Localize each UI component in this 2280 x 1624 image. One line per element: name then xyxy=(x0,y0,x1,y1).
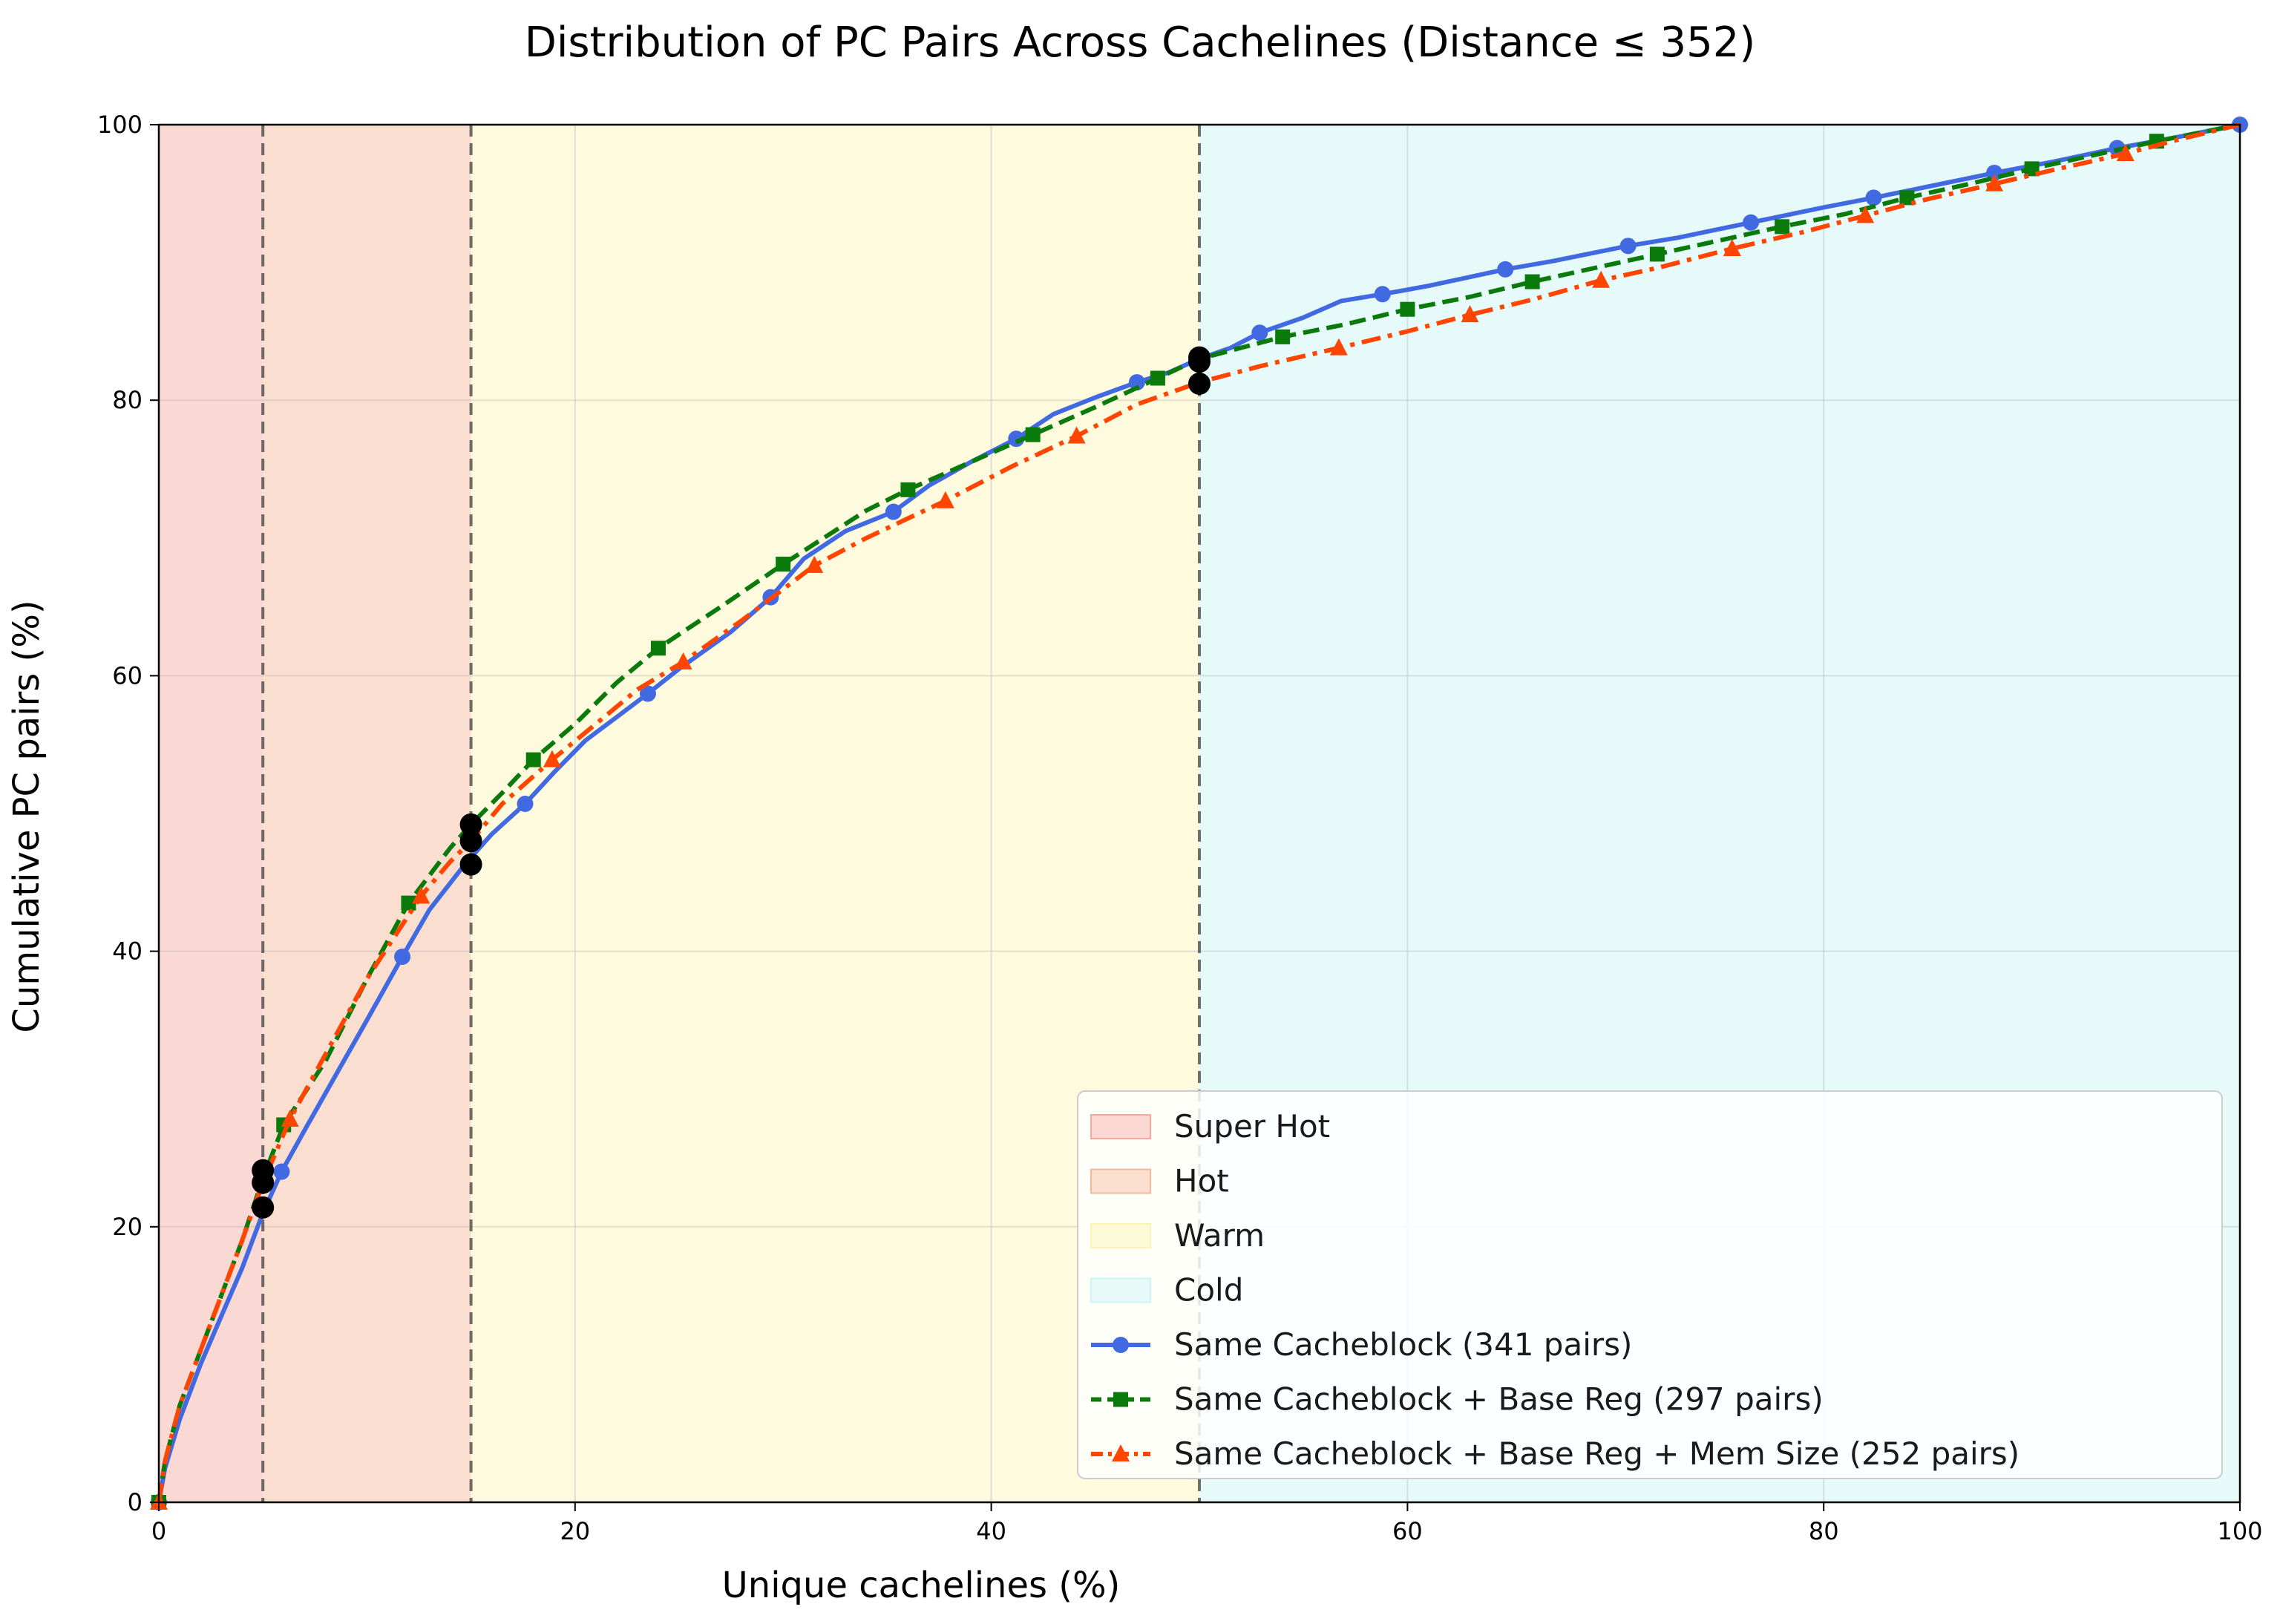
legend-entry: Same Cacheblock (341 pairs) xyxy=(1091,1326,1632,1363)
legend-label: Hot xyxy=(1174,1163,1229,1199)
data-point xyxy=(1025,427,1041,442)
data-point xyxy=(1524,274,1540,289)
data-point xyxy=(412,886,430,904)
data-point xyxy=(543,750,561,767)
data-point xyxy=(1743,214,1760,231)
legend-marker xyxy=(1113,1337,1129,1353)
data-point xyxy=(1329,338,1348,356)
y-tick-label: 0 xyxy=(128,1488,142,1516)
ticks-layer: 0 20 40 60 80 100 0 20 40 60 80 100 xyxy=(97,111,2263,1545)
x-tick-label: 100 xyxy=(2217,1517,2262,1545)
y-tick-label: 60 xyxy=(112,661,142,690)
legend-label: Same Cacheblock (341 pairs) xyxy=(1174,1326,1632,1363)
legend: Super Hot Hot Warm Cold Same Cacheblock (341… xyxy=(1077,1090,2223,1479)
data-point xyxy=(1374,286,1391,303)
data-point xyxy=(525,752,541,767)
data-point xyxy=(776,557,791,572)
legend-label: Cold xyxy=(1174,1272,1243,1309)
threshold-point xyxy=(1188,350,1211,373)
x-tick-label: 40 xyxy=(976,1517,1006,1545)
data-point xyxy=(1008,430,1025,448)
legend-entry: Warm xyxy=(1090,1217,1265,1254)
legend-label: Warm xyxy=(1174,1217,1265,1254)
data-point xyxy=(2116,143,2135,161)
data-point xyxy=(1400,301,1415,317)
legend-label: Same Cacheblock + Base Reg (297 pairs) xyxy=(1174,1381,1824,1418)
legend-label: Same Cacheblock + Base Reg + Mem Size (2… xyxy=(1174,1435,2019,1472)
legend-box xyxy=(1077,1090,2223,1479)
data-point xyxy=(650,641,666,656)
data-point xyxy=(1067,426,1086,444)
series-3 xyxy=(150,122,2241,1510)
x-tick-label: 60 xyxy=(1392,1517,1423,1545)
data-point xyxy=(1275,329,1291,344)
legend-swatch xyxy=(1090,1223,1151,1248)
data-point xyxy=(1251,324,1268,341)
threshold-point xyxy=(459,830,482,853)
chart-title: Distribution of PC Pairs Across Cachelin… xyxy=(525,19,1756,67)
data-point xyxy=(273,1163,290,1180)
threshold-point xyxy=(252,1171,275,1194)
threshold-point xyxy=(1188,372,1211,395)
data-point xyxy=(639,685,656,702)
data-point xyxy=(1150,370,1165,386)
data-point xyxy=(1856,206,1875,223)
data-point xyxy=(805,555,824,573)
threshold-point xyxy=(459,853,482,876)
legend-entry: Super Hot xyxy=(1090,1108,1330,1145)
data-point xyxy=(1985,174,2004,191)
data-point xyxy=(517,796,534,813)
y-axis-title: Cumulative PC pairs (%) xyxy=(6,600,48,1032)
data-point xyxy=(1619,238,1637,255)
x-axis-title: Unique cachelines (%) xyxy=(722,1565,1121,1606)
data-point xyxy=(1592,270,1611,288)
data-point xyxy=(1461,305,1479,323)
legend-swatch xyxy=(1090,1277,1151,1303)
legend-entry: Same Cacheblock + Base Reg (297 pairs) xyxy=(1091,1381,1824,1418)
data-point xyxy=(674,652,692,669)
legend-entry: Hot xyxy=(1090,1163,1229,1199)
region-super-hot xyxy=(159,125,263,1502)
x-tick-label: 20 xyxy=(560,1517,590,1545)
data-point xyxy=(1649,246,1665,262)
legend-marker xyxy=(1112,1444,1130,1461)
data-point xyxy=(1899,190,1915,206)
legend-entry: Same Cacheblock + Base Reg + Mem Size (2… xyxy=(1091,1435,2019,1472)
y-tick-label: 80 xyxy=(112,386,142,414)
threshold-point xyxy=(252,1196,275,1219)
data-point xyxy=(1775,219,1790,235)
data-point xyxy=(1723,239,1741,257)
y-tick-label: 100 xyxy=(97,111,142,139)
region-hot xyxy=(263,125,471,1502)
y-tick-label: 20 xyxy=(112,1213,142,1241)
data-point xyxy=(281,1110,299,1127)
threshold-layer xyxy=(252,346,1211,1219)
x-tick-label: 0 xyxy=(151,1517,166,1545)
data-point xyxy=(936,491,954,508)
x-tick-label: 80 xyxy=(1809,1517,1839,1545)
legend-swatch xyxy=(1090,1114,1151,1139)
threshold-point xyxy=(459,813,482,836)
data-point xyxy=(401,895,416,911)
series-line xyxy=(157,122,2241,1503)
legend-entry: Cold xyxy=(1090,1272,1243,1309)
data-point xyxy=(394,949,411,966)
series-layer xyxy=(150,117,2248,1510)
data-point xyxy=(1865,189,1882,206)
data-point xyxy=(885,503,902,520)
legend-label: Super Hot xyxy=(1174,1108,1330,1145)
data-point xyxy=(900,482,916,497)
y-tick-label: 40 xyxy=(112,937,142,966)
series-line xyxy=(157,122,2241,1503)
legend-marker xyxy=(1113,1392,1128,1407)
data-point xyxy=(1128,374,1145,391)
series-1 xyxy=(151,117,2248,1510)
legend-swatch xyxy=(1090,1168,1151,1194)
plot-frame xyxy=(157,123,2241,1504)
data-point xyxy=(1497,261,1514,278)
